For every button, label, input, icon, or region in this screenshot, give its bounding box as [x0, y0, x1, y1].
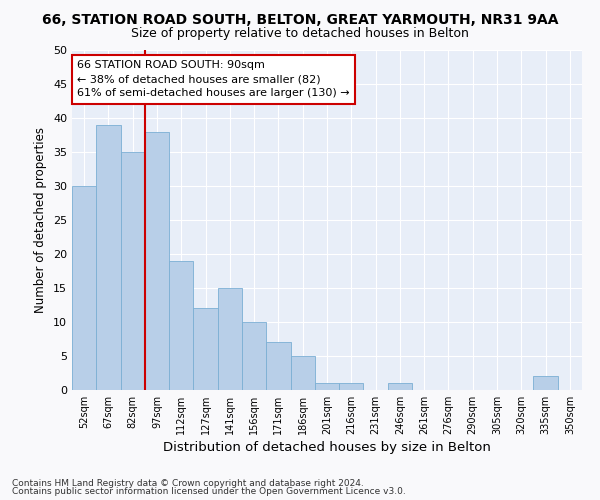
Bar	[242, 322, 266, 390]
Bar	[339, 383, 364, 390]
Bar	[266, 342, 290, 390]
Bar	[218, 288, 242, 390]
Text: Contains public sector information licensed under the Open Government Licence v3: Contains public sector information licen…	[12, 487, 406, 496]
Bar	[290, 356, 315, 390]
Bar	[121, 152, 145, 390]
Y-axis label: Number of detached properties: Number of detached properties	[34, 127, 47, 313]
Bar	[388, 383, 412, 390]
Text: Size of property relative to detached houses in Belton: Size of property relative to detached ho…	[131, 28, 469, 40]
Bar	[315, 383, 339, 390]
Bar	[72, 186, 96, 390]
Bar	[96, 125, 121, 390]
Bar	[533, 376, 558, 390]
Bar	[169, 261, 193, 390]
Bar	[193, 308, 218, 390]
Text: 66 STATION ROAD SOUTH: 90sqm
← 38% of detached houses are smaller (82)
61% of se: 66 STATION ROAD SOUTH: 90sqm ← 38% of de…	[77, 60, 350, 98]
Text: Contains HM Land Registry data © Crown copyright and database right 2024.: Contains HM Land Registry data © Crown c…	[12, 478, 364, 488]
Text: 66, STATION ROAD SOUTH, BELTON, GREAT YARMOUTH, NR31 9AA: 66, STATION ROAD SOUTH, BELTON, GREAT YA…	[42, 12, 558, 26]
Bar	[145, 132, 169, 390]
X-axis label: Distribution of detached houses by size in Belton: Distribution of detached houses by size …	[163, 441, 491, 454]
